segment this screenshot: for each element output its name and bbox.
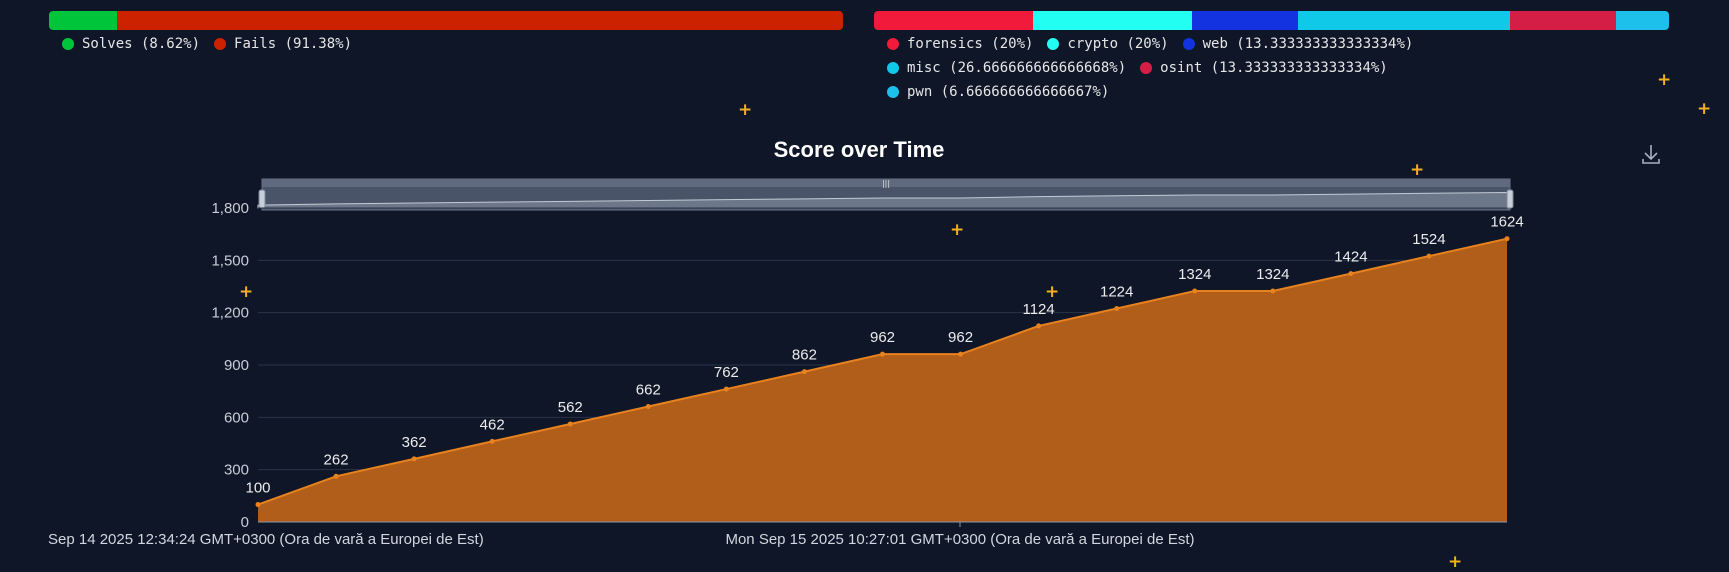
y-tick-label: 1,800 xyxy=(211,200,249,217)
legend-label-pwn: pwn (6.666666666666667%) xyxy=(907,84,1110,100)
web-dot-icon xyxy=(1182,38,1195,50)
legend-item-solves[interactable]: Solves (8.62%) xyxy=(62,36,200,52)
data-point[interactable] xyxy=(411,456,417,462)
legend-item-forensics[interactable]: forensics (20%) xyxy=(887,36,1033,52)
y-tick-label: 600 xyxy=(224,409,249,426)
sparkle-icon: + xyxy=(1045,282,1060,302)
data-label: 1224 xyxy=(1100,283,1133,300)
data-label: 562 xyxy=(558,399,583,416)
data-point[interactable] xyxy=(1270,288,1276,294)
solves-fails-bar xyxy=(49,11,843,30)
sparkle-icon: + xyxy=(1448,552,1463,572)
legend-item-osint[interactable]: osint (13.333333333333334%) xyxy=(1140,60,1388,76)
chart-title: Score over Time xyxy=(774,137,945,162)
data-label: 962 xyxy=(948,329,973,346)
pwn-dot-icon xyxy=(887,86,899,98)
legend-item-web[interactable]: web (13.333333333333334%) xyxy=(1182,36,1414,52)
data-point[interactable] xyxy=(1192,288,1198,294)
sparkle-icon: + xyxy=(738,100,753,120)
data-labels: 100 262 362 462 562 662 762 862 962 962 1124 1224 13… xyxy=(245,214,1523,497)
data-label: 662 xyxy=(636,382,661,399)
score-area xyxy=(258,238,1507,523)
data-label: 1624 xyxy=(1490,214,1523,231)
legend-item-fails[interactable]: Fails (91.38%) xyxy=(214,36,352,52)
x-tick-label-start: Sep 14 2025 12:34:24 GMT+0300 (Ora de va… xyxy=(48,531,484,548)
fails-dot-icon xyxy=(214,38,227,50)
legend-label-crypto: crypto (20%) xyxy=(1067,36,1169,52)
categories-legend: forensics (20%) crypto (20%) web (13.333… xyxy=(887,32,1427,104)
data-point[interactable] xyxy=(723,386,729,392)
y-tick-label: 300 xyxy=(224,462,249,479)
data-label: 962 xyxy=(870,329,895,346)
data-point[interactable] xyxy=(801,369,807,375)
misc-dot-icon xyxy=(887,62,899,74)
bar-segment-forensics[interactable] xyxy=(874,11,1033,30)
zoom-handle-left[interactable] xyxy=(258,189,266,209)
data-point[interactable] xyxy=(567,421,573,427)
y-tick-label: 1,500 xyxy=(211,252,249,269)
legend-item-crypto[interactable]: crypto (20%) xyxy=(1047,36,1169,52)
data-point[interactable] xyxy=(333,473,339,479)
y-tick-label: 0 xyxy=(241,514,249,531)
y-tick-label: 1,200 xyxy=(211,305,249,322)
bar-segment-web[interactable] xyxy=(1192,11,1298,30)
bar-segment-solves[interactable] xyxy=(49,11,118,30)
legend-label-solves: Solves (8.62%) xyxy=(82,36,201,52)
data-label: 1424 xyxy=(1334,249,1367,266)
sparkle-icon: + xyxy=(1697,99,1712,119)
data-label: 100 xyxy=(245,480,270,497)
data-label: 1124 xyxy=(1022,301,1054,318)
zoom-preview-line xyxy=(257,191,1508,209)
bar-segment-fails[interactable] xyxy=(117,11,843,30)
bar-segment-crypto[interactable] xyxy=(1033,11,1192,30)
bar-segment-misc[interactable] xyxy=(1298,11,1510,30)
legend-label-osint: osint (13.333333333333334%) xyxy=(1160,60,1388,76)
download-icon[interactable] xyxy=(1642,145,1660,164)
legend-item-pwn[interactable]: pwn (6.666666666666667%) xyxy=(887,84,1109,100)
zoom-grip-icon[interactable]: ||| xyxy=(882,179,890,188)
legend-item-misc[interactable]: misc (26.666666666666668%) xyxy=(887,60,1126,76)
solves-fails-legend: Solves (8.62%) Fails (91.38%) xyxy=(62,32,366,56)
data-point[interactable] xyxy=(880,351,885,357)
data-label: 862 xyxy=(792,347,817,364)
data-label: 1324 xyxy=(1256,266,1289,283)
data-point[interactable] xyxy=(489,438,495,444)
osint-dot-icon xyxy=(1140,62,1153,74)
bar-segment-osint[interactable] xyxy=(1510,11,1616,30)
data-point[interactable] xyxy=(1114,305,1120,311)
legend-label-fails: Fails (91.38%) xyxy=(234,36,353,52)
sparkle-icon: + xyxy=(1410,160,1425,180)
data-label: 762 xyxy=(714,364,739,381)
data-point[interactable] xyxy=(1504,236,1510,242)
data-point[interactable] xyxy=(1036,323,1042,329)
crypto-dot-icon xyxy=(1047,38,1060,50)
sparkle-icon: + xyxy=(950,220,965,240)
categories-bar xyxy=(874,11,1669,30)
sparkle-icon: + xyxy=(1657,70,1672,90)
data-points xyxy=(255,236,1510,508)
y-tick-label: 900 xyxy=(224,357,249,374)
sparkle-icon: + xyxy=(239,282,254,302)
forensics-dot-icon xyxy=(887,38,899,50)
data-label: 1324 xyxy=(1178,266,1211,283)
data-label: 362 xyxy=(402,434,427,451)
y-axis: 0 300 600 900 1,200 1,500 1,800 xyxy=(211,200,249,531)
data-point[interactable] xyxy=(958,351,964,357)
x-tick-label-mid: Mon Sep 15 2025 10:27:01 GMT+0300 (Ora d… xyxy=(725,531,1194,548)
solves-dot-icon xyxy=(62,38,74,50)
zoom-handle-right[interactable] xyxy=(1506,189,1514,209)
legend-label-misc: misc (26.666666666666668%) xyxy=(907,60,1127,76)
data-point[interactable] xyxy=(1348,271,1354,277)
data-point[interactable] xyxy=(255,502,261,508)
legend-label-forensics: forensics (20%) xyxy=(907,36,1034,52)
data-label: 1524 xyxy=(1412,231,1445,248)
data-point[interactable] xyxy=(645,404,651,410)
bar-segment-pwn[interactable] xyxy=(1616,11,1669,30)
data-zoom-slider[interactable]: ||| xyxy=(257,178,1514,211)
legend-label-web: web (13.333333333333334%) xyxy=(1202,36,1414,52)
data-label: 462 xyxy=(480,416,505,433)
data-point[interactable] xyxy=(1426,253,1432,259)
data-label: 262 xyxy=(324,451,349,468)
